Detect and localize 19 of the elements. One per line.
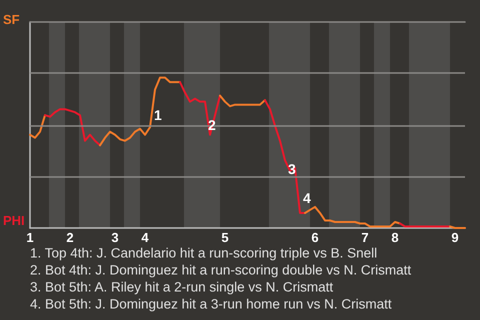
x-tick-label: 7 bbox=[361, 230, 369, 245]
annotation: 1 bbox=[154, 107, 162, 123]
x-tick-label: 2 bbox=[66, 230, 74, 245]
text: 2. Bot 4th: J. Dominguez hit a run-scoring double vs N. Crismatt bbox=[30, 262, 412, 278]
text: PHI bbox=[3, 213, 25, 228]
annotation: 4 bbox=[303, 190, 311, 206]
x-tick-label: 5 bbox=[221, 230, 229, 245]
text: 3. Bot 5th: A. Riley hit a 2-run single vs N. Crismatt bbox=[30, 280, 334, 294]
x-tick-label: 9 bbox=[451, 230, 459, 245]
x-tick-label: 8 bbox=[391, 230, 399, 245]
x-tick-label: 6 bbox=[311, 230, 319, 245]
x-tick-label: 4 bbox=[141, 230, 150, 245]
text: SF bbox=[3, 12, 20, 27]
text: 4. Bot 5th: J. Dominguez hit a 3-run home run vs N. Crismatt bbox=[30, 296, 392, 312]
annotation: 3 bbox=[288, 161, 296, 177]
x-tick-label: 1 bbox=[26, 230, 34, 245]
text: 1. Top 4th: J. Candelario hit a run-scoring triple vs B. Snell bbox=[30, 246, 378, 260]
annotation: 2 bbox=[208, 117, 216, 133]
x-tick-label: 3 bbox=[111, 230, 119, 245]
